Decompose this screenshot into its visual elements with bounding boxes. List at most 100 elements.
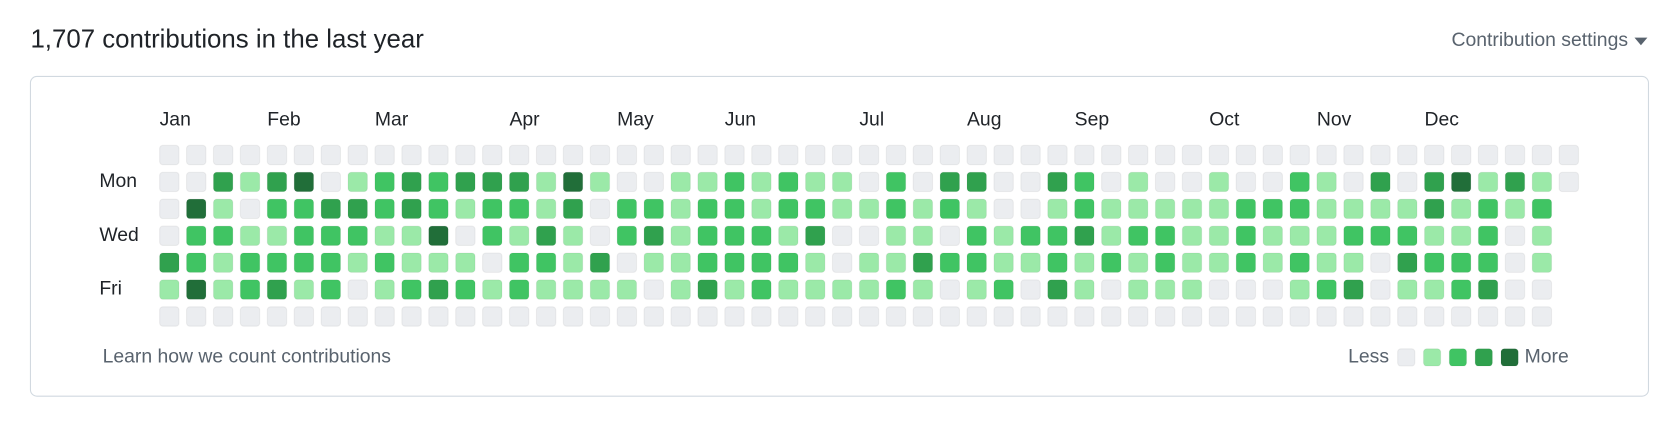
day-cell xyxy=(508,144,530,166)
day-cell xyxy=(1289,306,1310,327)
day-cell xyxy=(1208,306,1230,327)
day-cell xyxy=(1289,198,1310,220)
day-cell xyxy=(724,225,745,246)
day-cell xyxy=(401,144,422,166)
settings-button[interactable]: Contribution settings xyxy=(1452,29,1628,51)
day-cell xyxy=(401,279,422,300)
day-cell xyxy=(993,198,1014,220)
learn-link[interactable]: Learn how we count contributions xyxy=(103,346,391,368)
day-cell xyxy=(320,279,342,300)
day-cell xyxy=(885,252,907,273)
day-cell xyxy=(266,279,288,300)
day-cell xyxy=(670,279,691,300)
day-cell xyxy=(1316,198,1337,220)
day-cell xyxy=(1235,198,1257,220)
day-cell xyxy=(1020,252,1041,273)
day-cell xyxy=(374,252,395,273)
day-cell xyxy=(508,252,530,273)
day-cell xyxy=(885,225,907,246)
day-cell xyxy=(670,171,691,193)
day-cell xyxy=(616,144,638,166)
day-cell xyxy=(1477,225,1499,246)
day-cell xyxy=(858,252,880,273)
day-cell xyxy=(293,279,315,300)
day-cell xyxy=(186,279,207,300)
day-cell xyxy=(535,306,557,327)
month-label: Nov xyxy=(1317,109,1352,131)
day-cell xyxy=(239,225,261,246)
day-cell xyxy=(1181,171,1203,193)
day-cell xyxy=(159,306,180,327)
day-cell xyxy=(508,306,530,327)
day-cell xyxy=(993,279,1014,300)
day-cell xyxy=(1397,144,1418,166)
day-cell xyxy=(805,252,826,273)
day-cell xyxy=(562,225,584,246)
day-cell xyxy=(1343,279,1364,300)
day-cell xyxy=(1235,306,1257,327)
day-cell xyxy=(858,171,880,193)
day-cell xyxy=(1370,198,1391,220)
day-cell xyxy=(724,171,745,193)
day-cell xyxy=(320,198,342,220)
day-cell xyxy=(1181,252,1203,273)
day-cell xyxy=(670,144,691,166)
month-label: Jan xyxy=(160,109,191,131)
day-cell xyxy=(159,198,180,220)
caret-icon[interactable] xyxy=(1634,37,1648,46)
day-cell xyxy=(831,225,853,246)
day-cell xyxy=(1504,171,1526,193)
day-cell xyxy=(939,225,961,246)
day-cell xyxy=(1289,279,1310,300)
day-cell xyxy=(535,144,557,166)
day-cell xyxy=(1154,252,1176,273)
day-cell xyxy=(401,306,422,327)
day-cell xyxy=(159,171,180,193)
day-cell xyxy=(535,225,557,246)
day-cell xyxy=(939,144,961,166)
day-cell xyxy=(1316,144,1337,166)
day-cell xyxy=(1047,225,1068,246)
day-cell xyxy=(239,171,261,193)
day-cell xyxy=(1047,144,1068,166)
title: 1,707 contributions in the last year xyxy=(30,26,424,54)
day-cell xyxy=(428,225,449,246)
day-cell xyxy=(266,198,288,220)
day-cell xyxy=(1370,171,1391,193)
day-cell xyxy=(562,252,584,273)
day-cell xyxy=(1531,171,1553,193)
day-cell xyxy=(1316,306,1337,327)
day-cell xyxy=(831,252,853,273)
day-cell xyxy=(562,279,584,300)
day-cell xyxy=(697,171,718,193)
day-cell xyxy=(186,252,207,273)
day-cell xyxy=(1397,279,1418,300)
day-cell xyxy=(1101,198,1122,220)
day-cell xyxy=(993,252,1014,273)
day-cell xyxy=(589,225,611,246)
day-cell xyxy=(751,225,772,246)
day-cell xyxy=(374,171,395,193)
day-cell xyxy=(347,225,368,246)
day-cell xyxy=(1370,279,1391,300)
day-cell xyxy=(616,198,638,220)
day-cell xyxy=(616,171,638,193)
day-cell xyxy=(1370,225,1391,246)
day-cell xyxy=(1504,144,1526,166)
day-cell xyxy=(1531,144,1553,166)
day-cell xyxy=(1262,198,1283,220)
day-cell xyxy=(993,144,1014,166)
legend-more: More xyxy=(1525,346,1569,368)
legend-swatch xyxy=(1448,348,1468,367)
day-cell xyxy=(1343,171,1364,193)
day-cell xyxy=(1208,252,1230,273)
day-cell xyxy=(347,144,368,166)
day-cell xyxy=(428,306,449,327)
day-cell xyxy=(1450,225,1472,246)
day-cell xyxy=(1127,279,1149,300)
day-cell xyxy=(186,144,207,166)
day-cell xyxy=(535,171,557,193)
day-cell xyxy=(831,279,853,300)
day-cell xyxy=(616,225,638,246)
day-cell xyxy=(805,225,826,246)
